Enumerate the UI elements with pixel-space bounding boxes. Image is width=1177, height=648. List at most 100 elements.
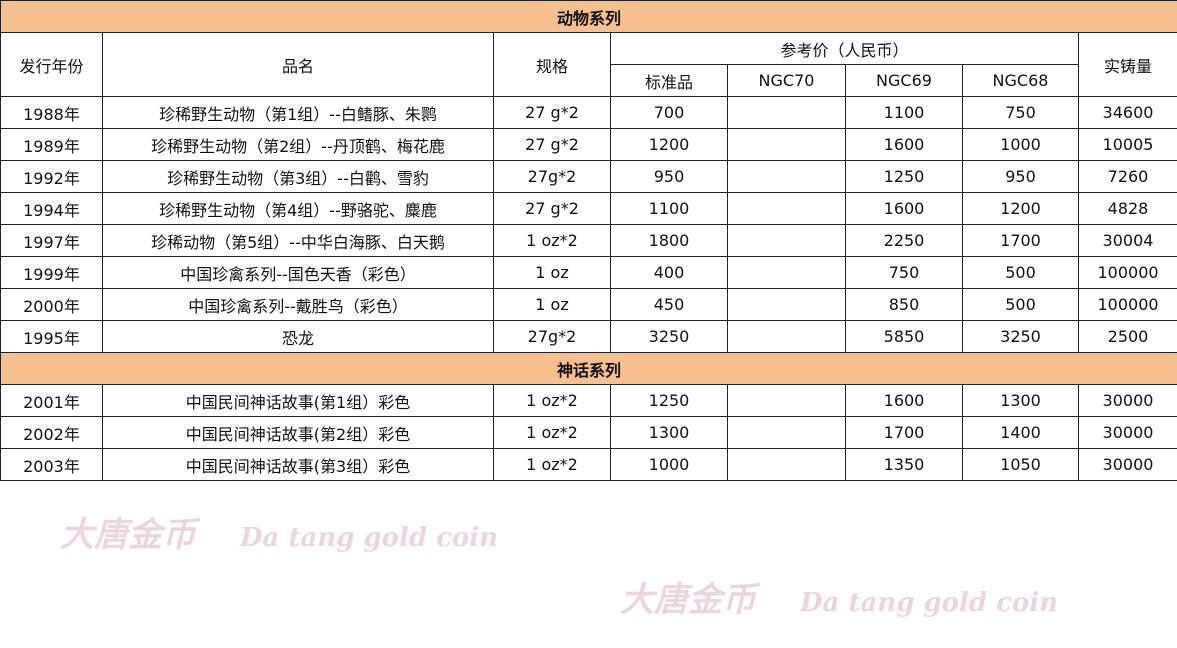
cell-ngc69: 1350	[845, 448, 963, 481]
cell-year: 1995年	[0, 320, 103, 353]
cell-std: 1800	[610, 224, 728, 257]
cell-name: 中国民间神话故事(第1组）彩色	[102, 384, 494, 417]
section-title: 神话系列	[0, 352, 1177, 385]
cell-ngc68: 950	[962, 160, 1079, 193]
cell-ngc68: 1700	[962, 224, 1079, 257]
cell-ngc69: 1700	[845, 416, 963, 449]
cell-mintage: 2500	[1077, 320, 1177, 353]
column-header-row: 发行年份 品名 规格 参考价（人民币） 实铸量	[0, 32, 1177, 97]
header-ngc68: NGC68	[962, 64, 1079, 97]
cell-std: 700	[610, 96, 728, 129]
table-row: 1999年 中国珍禽系列--国色天香（彩色） 1 oz 400 750 500 100000	[0, 256, 1177, 289]
header-spec: 规格	[493, 32, 611, 97]
cell-std: 1200	[610, 128, 728, 161]
cell-mintage: 7260	[1077, 160, 1177, 193]
cell-spec: 27g*2	[493, 320, 611, 353]
cell-spec: 1 oz*2	[493, 416, 611, 449]
table-row: 1992年 珍稀野生动物（第3组）--白鹳、雪豹 27g*2 950 1250 950 72…	[0, 160, 1177, 193]
header-ngc70: NGC70	[727, 64, 846, 97]
cell-spec: 1 oz*2	[493, 448, 611, 481]
section-title: 动物系列	[0, 0, 1177, 33]
table-row: 1995年 恐龙 27g*2 3250 5850 3250 2500	[0, 320, 1177, 353]
table-row: 1989年 珍稀野生动物（第2组）--丹顶鹤、梅花鹿 27 g*2 1200 1600 1…	[0, 128, 1177, 161]
table-row: 1988年 珍稀野生动物（第1组）--白鳍豚、朱鹮 27 g*2 700 1100 750…	[0, 96, 1177, 129]
cell-ngc70	[727, 320, 846, 353]
cell-name: 中国珍禽系列--国色天香（彩色）	[102, 256, 494, 289]
cell-spec: 1 oz*2	[493, 224, 611, 257]
table-row: 2000年 中国珍禽系列--戴胜鸟（彩色） 1 oz 450 850 500 100000	[0, 288, 1177, 321]
cell-std: 3250	[610, 320, 728, 353]
cell-ngc69: 1250	[845, 160, 963, 193]
header-price: 参考价（人民币）	[610, 32, 1079, 65]
cell-year: 1992年	[0, 160, 103, 193]
cell-year: 1988年	[0, 96, 103, 129]
watermark-cn-2: 大唐金币	[620, 580, 756, 620]
cell-ngc69: 1100	[845, 96, 963, 129]
cell-ngc69: 850	[845, 288, 963, 321]
cell-ngc68: 500	[962, 288, 1079, 321]
cell-ngc70	[727, 384, 846, 417]
cell-mintage: 30000	[1077, 448, 1177, 481]
cell-ngc69: 1600	[845, 192, 963, 225]
cell-mintage: 30004	[1077, 224, 1177, 257]
header-year: 发行年份	[0, 32, 103, 97]
cell-name: 珍稀野生动物（第2组）--丹顶鹤、梅花鹿	[102, 128, 494, 161]
cell-year: 2001年	[0, 384, 103, 417]
cell-spec: 27 g*2	[493, 192, 611, 225]
cell-std: 1100	[610, 192, 728, 225]
cell-ngc70	[727, 128, 846, 161]
cell-ngc70	[727, 192, 846, 225]
cell-spec: 27g*2	[493, 160, 611, 193]
cell-ngc70	[727, 288, 846, 321]
cell-ngc68: 1200	[962, 192, 1079, 225]
cell-std: 1250	[610, 384, 728, 417]
cell-spec: 1 oz	[493, 288, 611, 321]
cell-ngc70	[727, 416, 846, 449]
cell-ngc70	[727, 160, 846, 193]
cell-ngc68: 1400	[962, 416, 1079, 449]
watermark-en: Da tang gold coin	[240, 523, 499, 553]
cell-mintage: 100000	[1077, 288, 1177, 321]
header-mintage: 实铸量	[1077, 32, 1177, 97]
cell-ngc69: 1600	[845, 384, 963, 417]
cell-name: 珍稀野生动物（第4组）--野骆驼、麋鹿	[102, 192, 494, 225]
cell-name: 中国民间神话故事(第2组）彩色	[102, 416, 494, 449]
cell-ngc68: 1050	[962, 448, 1079, 481]
cell-mintage: 10005	[1077, 128, 1177, 161]
cell-ngc70	[727, 448, 846, 481]
cell-year: 1989年	[0, 128, 103, 161]
cell-ngc69: 1600	[845, 128, 963, 161]
coin-price-table: 动物系列 发行年份 品名 规格 参考价（人民币） 实铸量 标准品 NGC70 NGC69 NGC6…	[0, 0, 1177, 481]
cell-name: 中国民间神话故事(第3组）彩色	[102, 448, 494, 481]
cell-ngc70	[727, 256, 846, 289]
section-header: 动物系列	[0, 0, 1177, 33]
cell-name: 中国珍禽系列--戴胜鸟（彩色）	[102, 288, 494, 321]
cell-std: 400	[610, 256, 728, 289]
cell-ngc69: 2250	[845, 224, 963, 257]
header-std: 标准品	[610, 64, 728, 97]
cell-ngc70	[727, 96, 846, 129]
cell-name: 珍稀野生动物（第3组）--白鹳、雪豹	[102, 160, 494, 193]
cell-name: 珍稀野生动物（第1组）--白鳍豚、朱鹮	[102, 96, 494, 129]
section-header: 神话系列	[0, 352, 1177, 385]
cell-ngc70	[727, 224, 846, 257]
table-row: 2001年 中国民间神话故事(第1组）彩色 1 oz*2 1250 1600 1300 30…	[0, 384, 1177, 417]
cell-spec: 1 oz*2	[493, 384, 611, 417]
cell-year: 2002年	[0, 416, 103, 449]
cell-ngc68: 750	[962, 96, 1079, 129]
cell-ngc68: 3250	[962, 320, 1079, 353]
cell-spec: 27 g*2	[493, 128, 611, 161]
cell-std: 450	[610, 288, 728, 321]
cell-mintage: 30000	[1077, 384, 1177, 417]
watermark-en-2: Da tang gold coin	[800, 588, 1059, 618]
cell-spec: 27 g*2	[493, 96, 611, 129]
cell-name: 恐龙	[102, 320, 494, 353]
cell-year: 1999年	[0, 256, 103, 289]
cell-std: 1300	[610, 416, 728, 449]
cell-std: 950	[610, 160, 728, 193]
cell-std: 1000	[610, 448, 728, 481]
cell-ngc68: 1000	[962, 128, 1079, 161]
header-ngc69: NGC69	[845, 64, 963, 97]
cell-name: 珍稀动物（第5组）--中华白海豚、白天鹅	[102, 224, 494, 257]
table-row: 2003年 中国民间神话故事(第3组）彩色 1 oz*2 1000 1350 1050 30…	[0, 448, 1177, 481]
